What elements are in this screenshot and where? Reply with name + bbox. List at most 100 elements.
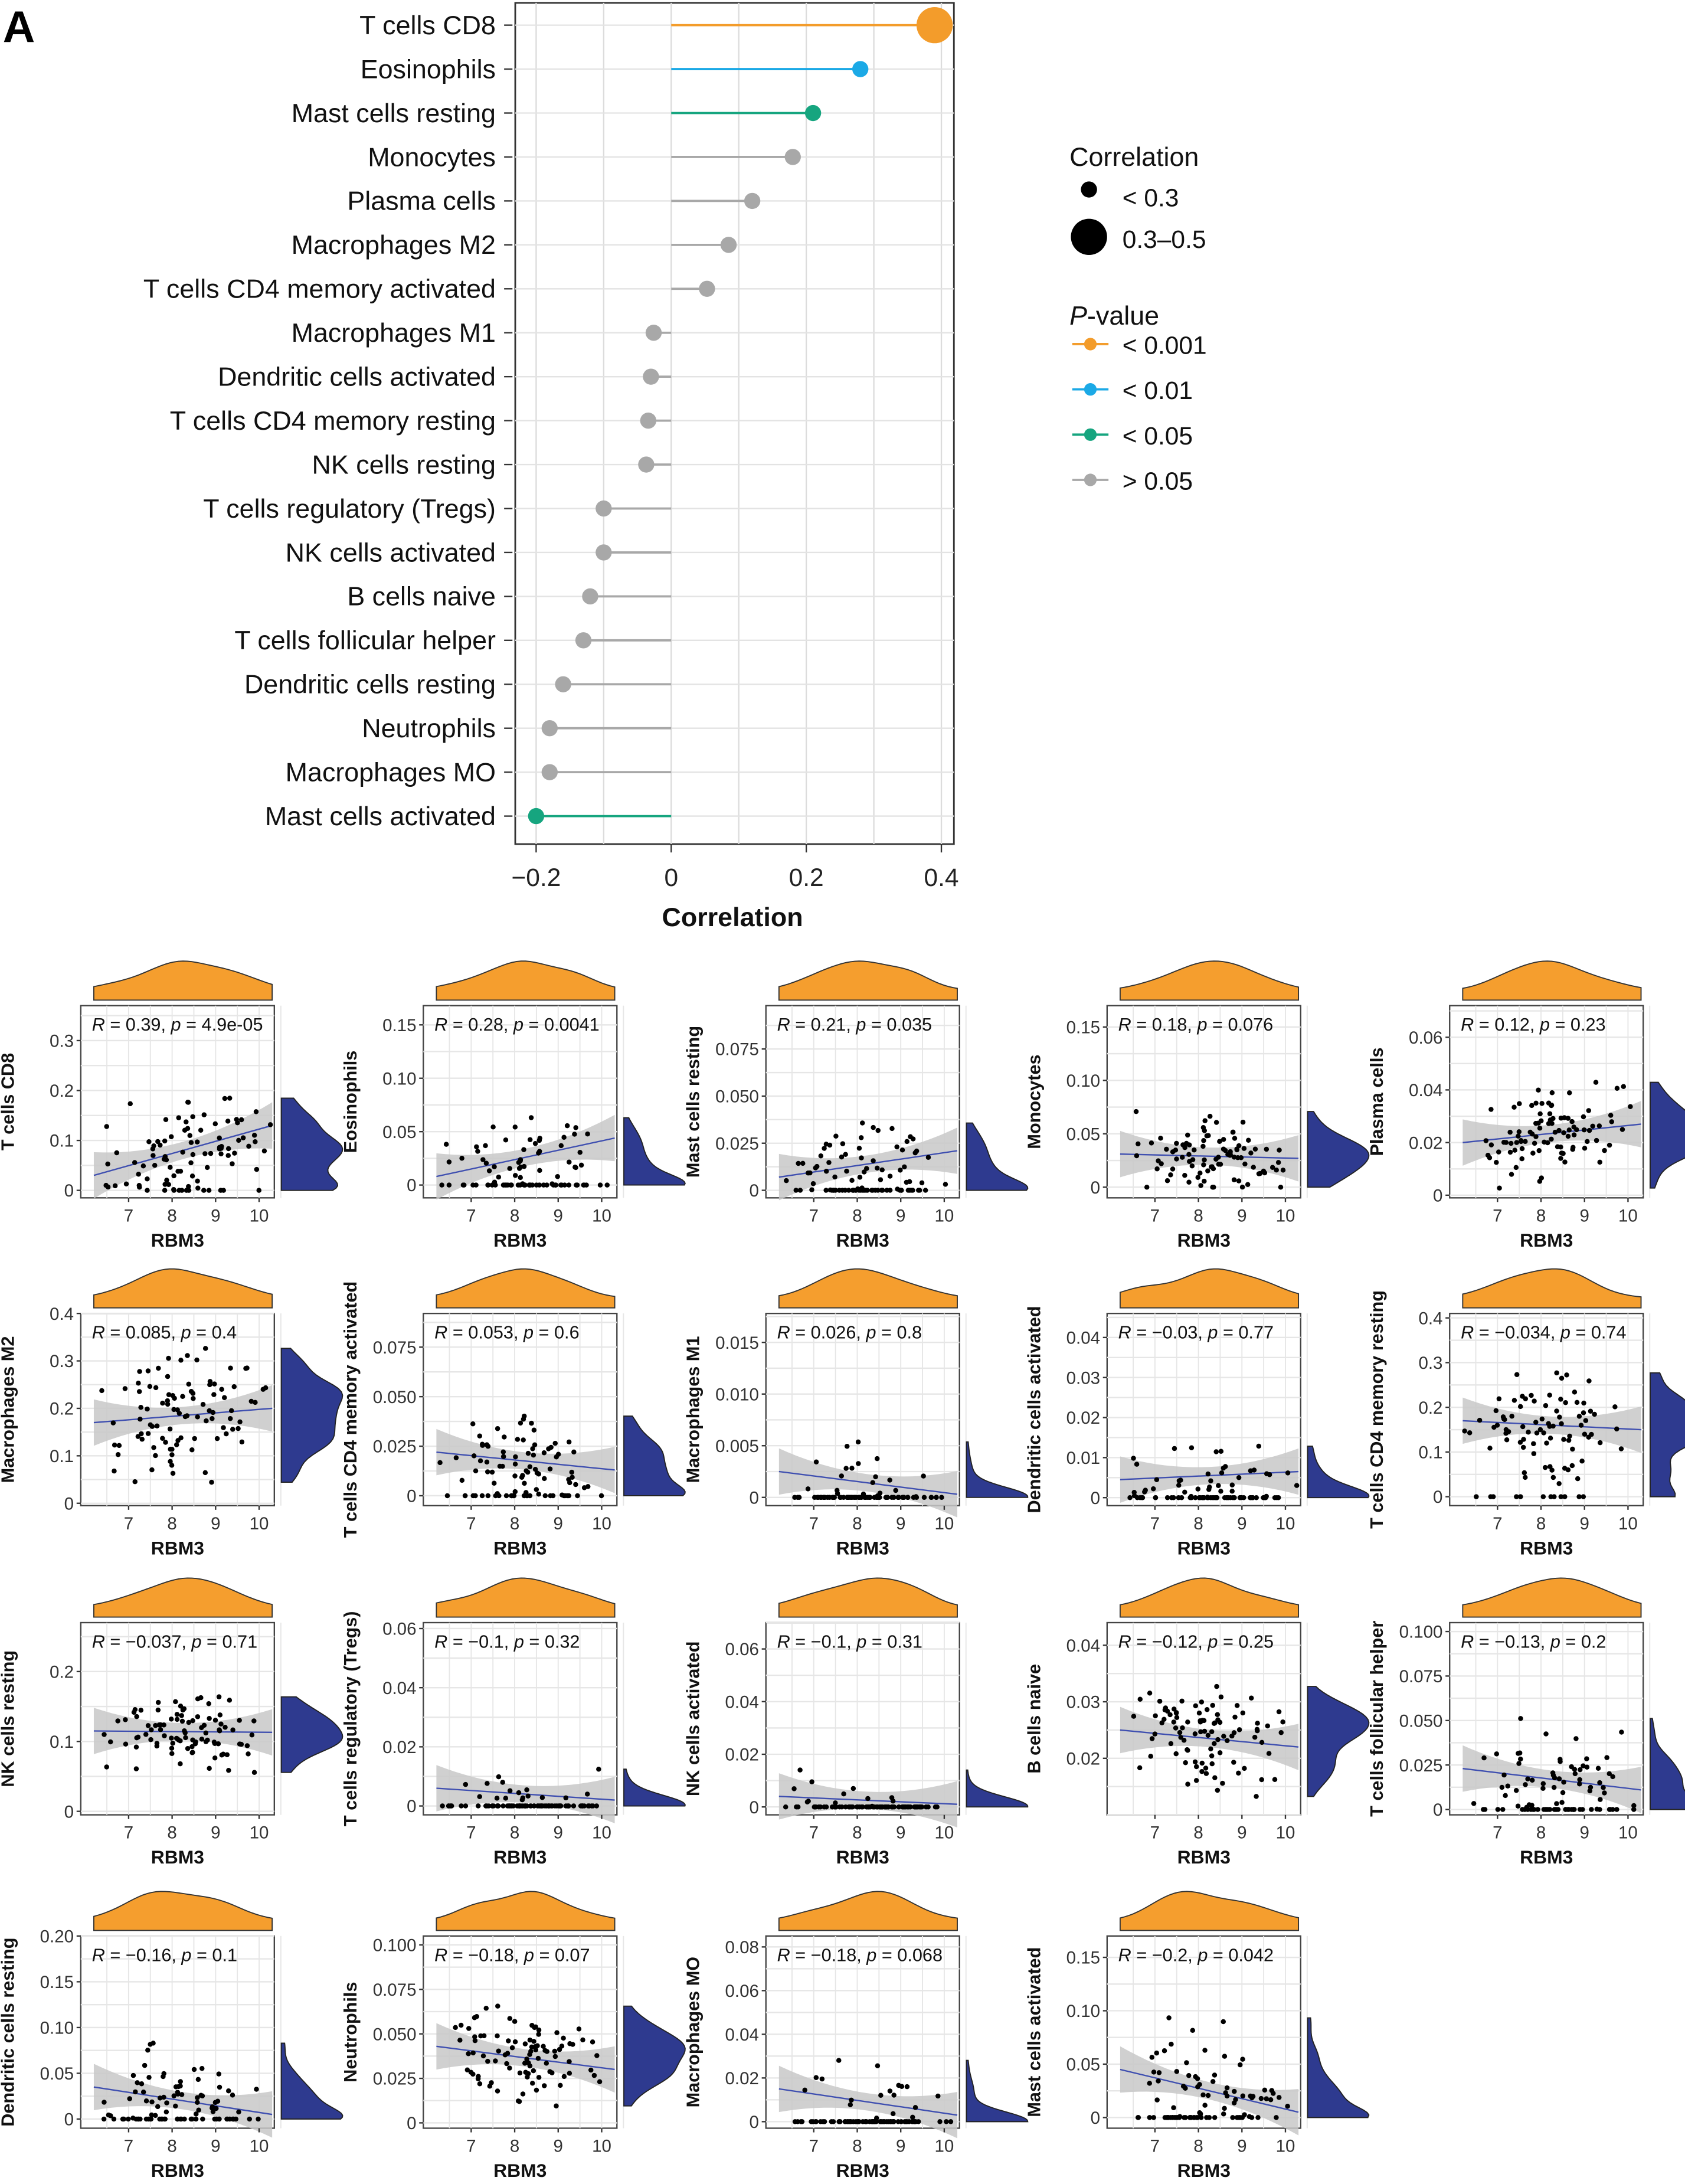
data-point <box>230 2093 235 2098</box>
data-point <box>907 2119 912 2124</box>
data-point <box>495 1803 500 1809</box>
data-point <box>516 1790 522 1796</box>
data-point <box>145 1368 151 1374</box>
data-point <box>1553 1807 1559 1812</box>
data-point <box>1481 1755 1487 1761</box>
data-point <box>792 1495 797 1500</box>
y-marginal-density <box>1307 2017 1370 2118</box>
y-axis-title: Plasma cells <box>1367 1047 1387 1156</box>
data-point <box>495 2033 500 2039</box>
data-point <box>1131 1714 1137 1719</box>
data-point <box>1566 1090 1572 1096</box>
r-eq: = <box>1131 1015 1152 1035</box>
data-point <box>1195 1175 1200 1180</box>
data-point <box>231 1384 237 1389</box>
data-point <box>1519 1146 1525 1152</box>
data-point <box>529 2023 535 2028</box>
p-value: 0.6 <box>554 1323 580 1343</box>
data-point <box>174 1712 180 1717</box>
data-point <box>1229 1488 1235 1494</box>
data-point <box>1211 1721 1217 1726</box>
data-point <box>248 1398 254 1404</box>
lollipop-dot <box>541 764 558 780</box>
data-point <box>1236 1727 1242 1732</box>
y-tick-label: 0.15 <box>1066 1948 1100 1968</box>
data-point <box>1246 1137 1251 1143</box>
data-point <box>544 2049 549 2054</box>
data-point <box>225 1119 231 1124</box>
data-point <box>1513 1787 1519 1793</box>
data-point <box>1180 1725 1185 1731</box>
data-point <box>163 1117 169 1123</box>
r-value: −0.1 <box>811 1632 847 1652</box>
y-axis-title: Neutrophils <box>341 1982 361 2082</box>
x-marginal-density <box>93 1891 273 1931</box>
data-point <box>1602 1147 1607 1153</box>
data-point <box>572 1164 578 1170</box>
data-point <box>149 1467 155 1473</box>
data-point <box>1514 1140 1520 1145</box>
data-point <box>552 1803 558 1809</box>
sep: , <box>1540 1632 1550 1652</box>
data-point <box>1597 1807 1602 1812</box>
data-point <box>254 1166 260 1172</box>
data-point <box>235 1120 240 1126</box>
legend-dot-large <box>1071 218 1107 255</box>
data-point <box>1602 1790 1607 1796</box>
x-tick-label: 10 <box>592 1823 611 1843</box>
data-point <box>1523 1139 1528 1145</box>
x-axis-title: RBM3 <box>151 2160 204 2181</box>
r-eq: = <box>105 1945 126 1965</box>
data-point <box>244 1365 250 1371</box>
data-point <box>1631 1807 1637 1812</box>
regression-line <box>436 1451 615 1471</box>
data-point <box>225 2088 231 2094</box>
data-point <box>472 2034 477 2039</box>
y-marginal-density <box>280 1097 343 1191</box>
data-point <box>509 1182 514 1188</box>
data-point <box>840 1188 845 1193</box>
data-point <box>1199 1768 1205 1774</box>
data-point <box>1531 1451 1537 1456</box>
p-value: 0.076 <box>1228 1015 1273 1035</box>
data-point <box>1550 1423 1556 1429</box>
data-point <box>228 1408 234 1414</box>
data-point <box>1190 1157 1196 1162</box>
data-point <box>179 2092 185 2097</box>
data-point <box>549 1803 554 1809</box>
data-point <box>458 2022 464 2028</box>
data-point <box>483 1143 488 1149</box>
data-point <box>1559 1375 1565 1381</box>
data-point <box>887 1188 893 1193</box>
data-point <box>162 1733 167 1738</box>
correlation-stats: R = −0.18, p = 0.07 <box>434 1945 590 1965</box>
data-point <box>823 1188 829 1193</box>
data-point <box>217 2084 223 2090</box>
data-point <box>1494 1160 1499 1165</box>
y-tick-label: 0.04 <box>382 1679 416 1698</box>
data-point <box>236 1137 241 1143</box>
data-point <box>1193 1764 1199 1770</box>
data-point <box>535 2055 541 2061</box>
data-point <box>574 1182 579 1188</box>
data-point <box>904 1139 910 1145</box>
data-point <box>1216 1162 1222 1167</box>
r-eq: = <box>1474 1015 1494 1035</box>
data-point <box>496 1774 502 1780</box>
data-point <box>1503 1793 1508 1799</box>
data-point <box>875 1127 881 1133</box>
data-point <box>184 1119 189 1124</box>
x-marginal-density <box>93 960 273 1001</box>
data-point <box>1569 1119 1575 1124</box>
data-point <box>1196 1710 1202 1716</box>
sep: , <box>513 1323 524 1343</box>
data-point <box>518 1175 523 1181</box>
data-point <box>240 1135 246 1140</box>
y-tick-label: 0.2 <box>50 1662 74 1682</box>
data-point <box>236 2109 241 2115</box>
category-label: T cells CD4 memory resting <box>170 406 496 436</box>
data-point <box>1565 1116 1571 1121</box>
data-point <box>195 1185 201 1191</box>
